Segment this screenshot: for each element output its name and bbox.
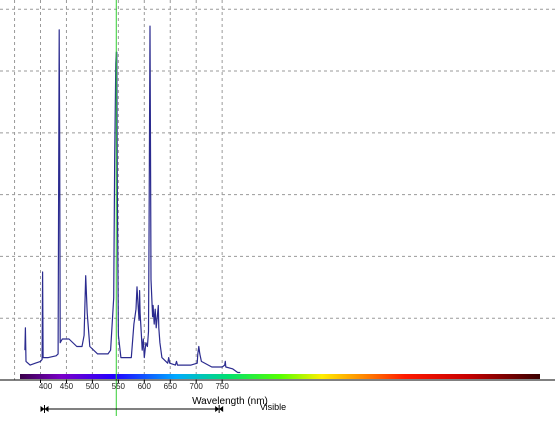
x-tick-label: 700: [190, 382, 204, 391]
x-tick-label: 550: [112, 382, 126, 391]
x-tick-label: 500: [86, 382, 100, 391]
visible-band-arrow-icon: [44, 406, 49, 412]
visible-band-arrow-icon: [219, 406, 224, 412]
grid-lines: [0, 0, 555, 380]
x-tick-label: 450: [60, 382, 74, 391]
x-tick-label: 600: [138, 382, 152, 391]
x-axis-label: Wavelength (nm): [192, 396, 268, 407]
x-tick-label-edge: 400: [39, 382, 53, 391]
spectrum-color-bar: [20, 374, 540, 379]
x-tick-label: 750: [215, 382, 229, 391]
visible-band-label: Visible: [260, 402, 286, 412]
spectrum-series-line: [24, 25, 241, 374]
visible-band-arrow-icon: [40, 406, 45, 412]
spectrum-trace: [24, 25, 241, 374]
x-axis: 450 500 550 600 650 700 750 400: [0, 379, 555, 413]
x-tick-label: 650: [164, 382, 178, 391]
visible-band-arrow-icon: [215, 406, 220, 412]
